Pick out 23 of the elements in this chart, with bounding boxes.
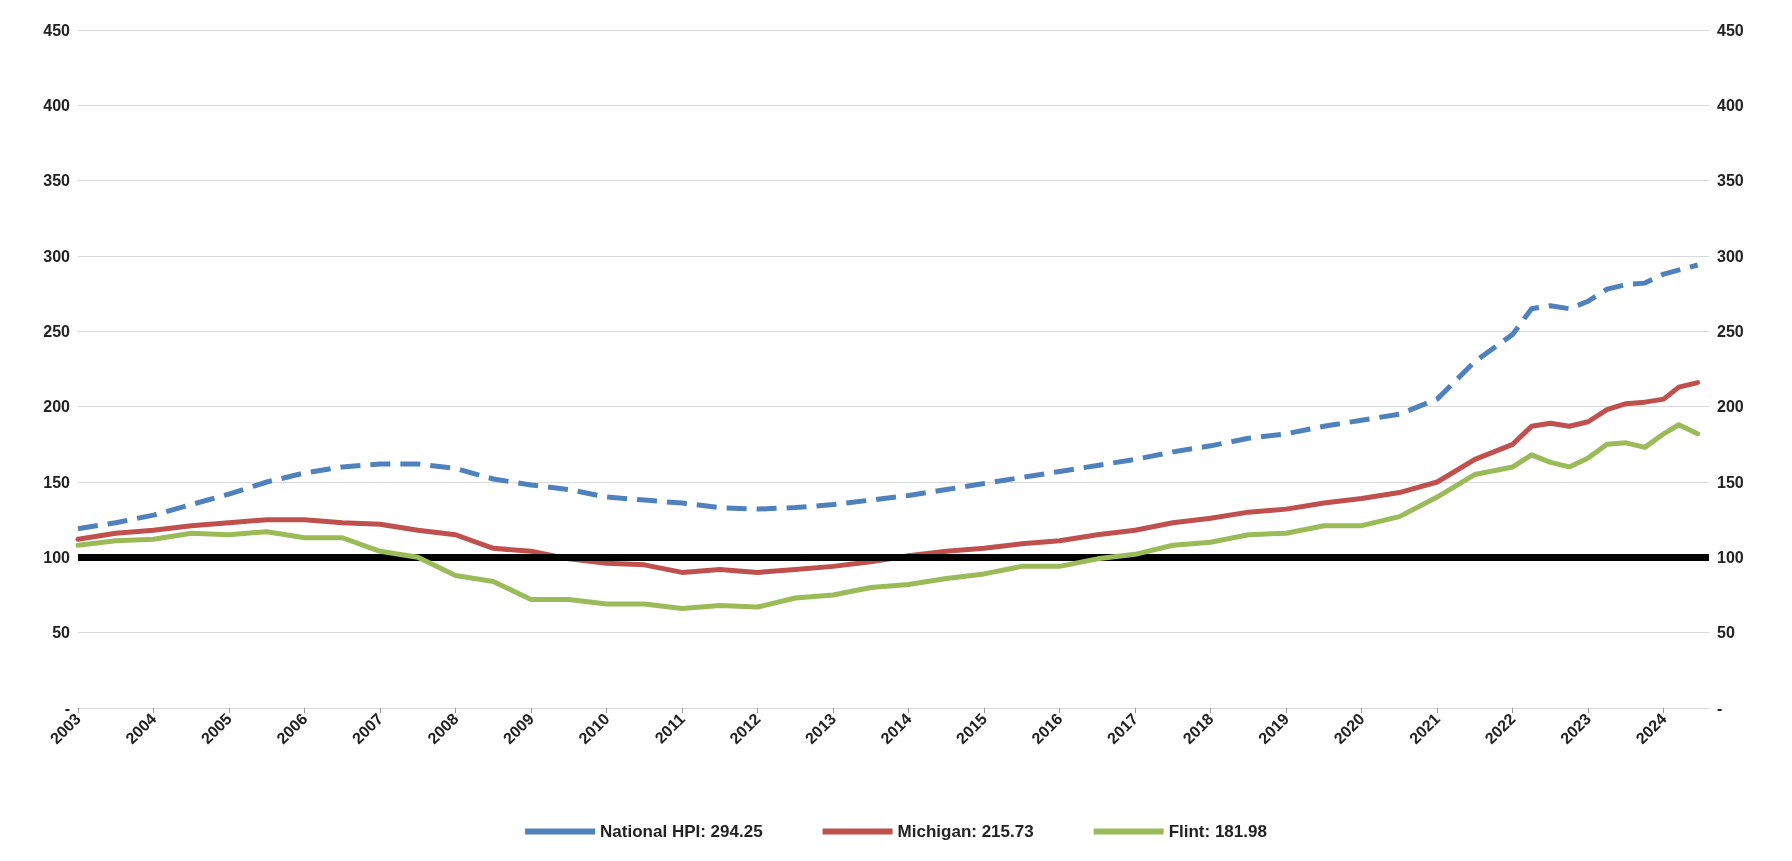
y2-tick-label: 450 [1717, 21, 1744, 39]
legend-label: National HPI: 294.25 [600, 822, 763, 841]
y-tick-label: 100 [43, 548, 71, 566]
y2-tick-label: 400 [1717, 96, 1744, 114]
y-tick-label: - [64, 699, 70, 717]
y-tick-label: 300 [43, 247, 71, 265]
legend-label: Michigan: 215.73 [897, 822, 1034, 841]
y-tick-label: 400 [43, 96, 71, 114]
y-tick-label: 150 [43, 473, 71, 491]
y2-tick-label: - [1717, 699, 1723, 717]
y-tick-label: 200 [43, 398, 71, 416]
y-tick-label: 250 [43, 322, 71, 340]
y-tick-label: 50 [52, 624, 71, 642]
y2-tick-label: 150 [1717, 473, 1744, 491]
y2-tick-label: 200 [1717, 398, 1744, 416]
y2-tick-label: 350 [1717, 172, 1744, 190]
y2-tick-label: 250 [1717, 322, 1744, 340]
y-tick-label: 450 [43, 21, 71, 39]
y2-tick-label: 300 [1717, 247, 1744, 265]
y2-tick-label: 50 [1717, 624, 1735, 642]
y2-tick-label: 100 [1717, 548, 1744, 566]
y-tick-label: 350 [43, 172, 71, 190]
legend-label: Flint: 181.98 [1168, 822, 1267, 841]
